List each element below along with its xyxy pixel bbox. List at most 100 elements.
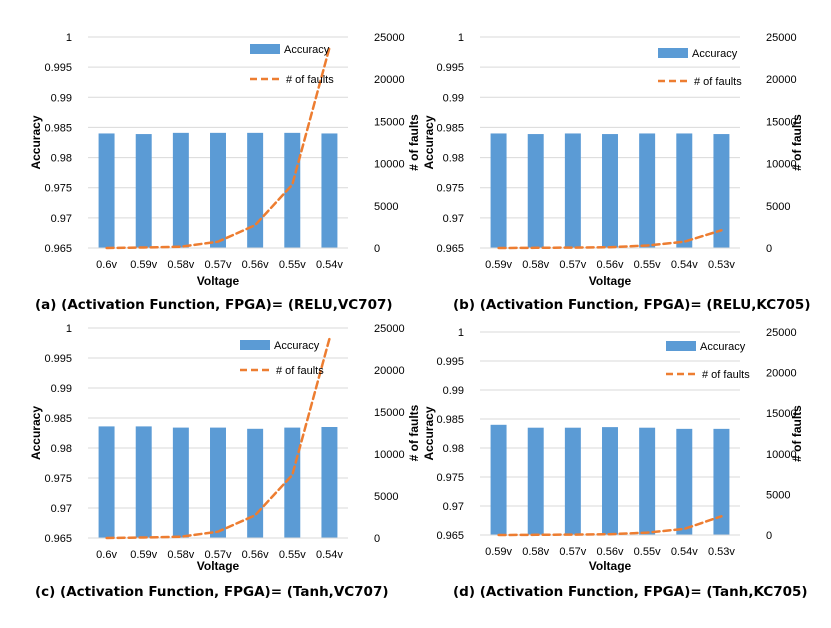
accuracy-bar-a	[210, 132, 226, 248]
y-tick-label-b: 0.995	[436, 62, 464, 74]
y2-tick-label-c: 10000	[374, 449, 405, 461]
y2-tick-label-a: 20000	[374, 74, 405, 86]
accuracy-bar-b	[527, 134, 544, 248]
accuracy-bar-c	[135, 426, 152, 538]
y-tick-label-b: 1	[458, 32, 464, 44]
y-tick-label-a: 1	[66, 32, 72, 44]
y-tick-label-b: 0.985	[436, 122, 464, 134]
caption-b: (b) (Activation Function, FPGA)= (RELU,K…	[453, 297, 811, 313]
accuracy-bar-d	[602, 427, 618, 535]
x-tick-label-c: 0.57v	[205, 549, 232, 561]
accuracy-bar-c	[321, 427, 338, 538]
y2-tick-label-c: 5000	[374, 491, 398, 503]
y-tick-label-b: 0.975	[436, 183, 464, 195]
y-tick-label-c: 0.995	[44, 353, 72, 365]
accuracy-bar-d	[490, 424, 507, 535]
y-tick-label-c: 0.985	[44, 413, 72, 425]
accuracy-bar-a	[172, 132, 189, 248]
faults-line-b	[497, 229, 723, 250]
accuracy-bar-c	[98, 426, 115, 538]
x-axis-title-a: Voltage	[197, 274, 240, 288]
legend-swatch-accuracy-b	[658, 48, 688, 58]
x-tick-label-b: 0.59v	[485, 259, 512, 271]
y-tick-label-d: 0.97	[443, 501, 464, 513]
y2-tick-label-d: 10000	[766, 449, 797, 461]
y-tick-label-c: 1	[66, 323, 72, 335]
x-tick-label-d: 0.58v	[522, 546, 549, 558]
y2-tick-label-c: 15000	[374, 407, 405, 419]
y-tick-label-a: 0.985	[44, 122, 72, 134]
x-tick-label-d: 0.55v	[634, 546, 661, 558]
legend-label-accuracy-a: Accuracy	[284, 44, 330, 56]
accuracy-bar-c	[172, 427, 189, 538]
y-tick-label-a: 0.97	[51, 213, 72, 225]
x-tick-label-c: 0.55v	[279, 549, 306, 561]
legend-label-faults-a: # of faults	[286, 74, 334, 86]
x-tick-label-b: 0.55v	[634, 259, 661, 271]
x-tick-label-c: 0.56v	[242, 549, 269, 561]
y-tick-label-a: 0.975	[44, 183, 72, 195]
caption-a: (a) (Activation Function, FPGA)= (RELU,V…	[35, 297, 393, 313]
y2-tick-label-b: 5000	[766, 201, 790, 213]
x-tick-label-a: 0.55v	[279, 259, 306, 271]
y2-tick-label-b: 0	[766, 243, 772, 255]
accuracy-bar-d	[676, 428, 693, 535]
accuracy-bar-a	[321, 133, 338, 248]
x-axis-title-d: Voltage	[589, 559, 632, 573]
y-tick-label-a: 0.98	[51, 153, 72, 165]
y2-axis-title-d: # of faults	[790, 405, 804, 462]
y-tick-label-c: 0.99	[51, 383, 72, 395]
y2-axis-title-b: # of faults	[790, 114, 804, 171]
y-axis-title-a: Accuracy	[29, 115, 43, 169]
y-tick-label-a: 0.99	[51, 92, 72, 104]
y2-tick-label-a: 15000	[374, 116, 405, 128]
y-tick-label-c: 0.98	[51, 443, 72, 455]
y2-tick-label-b: 10000	[766, 159, 797, 171]
x-tick-label-a: 0.54v	[316, 259, 343, 271]
x-tick-label-a: 0.58v	[167, 259, 194, 271]
legend-label-accuracy-d: Accuracy	[700, 341, 746, 353]
y2-axis-title-c: # of faults	[407, 404, 421, 461]
y-tick-label-d: 0.965	[436, 530, 464, 542]
y2-axis-title-a: # of faults	[407, 114, 421, 171]
legend-label-accuracy-b: Accuracy	[692, 48, 738, 60]
caption-c: (c) (Activation Function, FPGA)= (Tanh,V…	[35, 584, 389, 600]
y2-tick-label-a: 5000	[374, 201, 398, 213]
x-tick-label-a: 0.57v	[205, 259, 232, 271]
accuracy-bar-b	[564, 133, 581, 248]
legend-label-faults-d: # of faults	[702, 369, 750, 381]
accuracy-bar-c	[210, 427, 226, 538]
y-tick-label-d: 0.99	[443, 385, 464, 397]
accuracy-bar-b	[676, 133, 693, 248]
y2-tick-label-d: 0	[766, 530, 772, 542]
y-tick-label-d: 0.975	[436, 472, 464, 484]
x-tick-label-a: 0.59v	[130, 259, 157, 271]
x-tick-label-b: 0.56v	[597, 259, 624, 271]
accuracy-bar-c	[247, 428, 264, 538]
x-tick-label-c: 0.58v	[167, 549, 194, 561]
accuracy-bar-a	[135, 134, 152, 248]
legend-label-faults-b: # of faults	[694, 76, 742, 88]
y2-tick-label-a: 25000	[374, 32, 405, 44]
y2-tick-label-b: 25000	[766, 32, 797, 44]
legend-label-accuracy-c: Accuracy	[274, 340, 320, 352]
y-tick-label-b: 0.99	[443, 92, 464, 104]
faults-line-d	[497, 515, 723, 537]
y2-tick-label-b: 20000	[766, 74, 797, 86]
y-tick-label-c: 0.965	[44, 533, 72, 545]
x-tick-label-c: 0.54v	[316, 549, 343, 561]
legend-label-faults-c: # of faults	[276, 365, 324, 377]
accuracy-bar-b	[639, 133, 656, 248]
y-tick-label-d: 0.985	[436, 414, 464, 426]
faults-line-a	[105, 46, 331, 250]
y-tick-label-b: 0.97	[443, 213, 464, 225]
y-axis-title-b: Accuracy	[422, 115, 436, 169]
accuracy-bar-b	[713, 134, 730, 248]
y-tick-label-b: 0.965	[436, 243, 464, 255]
legend-swatch-accuracy-d	[666, 341, 696, 351]
y-axis-title-d: Accuracy	[422, 406, 436, 460]
x-axis-title-b: Voltage	[589, 274, 632, 288]
y2-tick-label-d: 5000	[766, 489, 790, 501]
y-tick-label-c: 0.97	[51, 503, 72, 515]
